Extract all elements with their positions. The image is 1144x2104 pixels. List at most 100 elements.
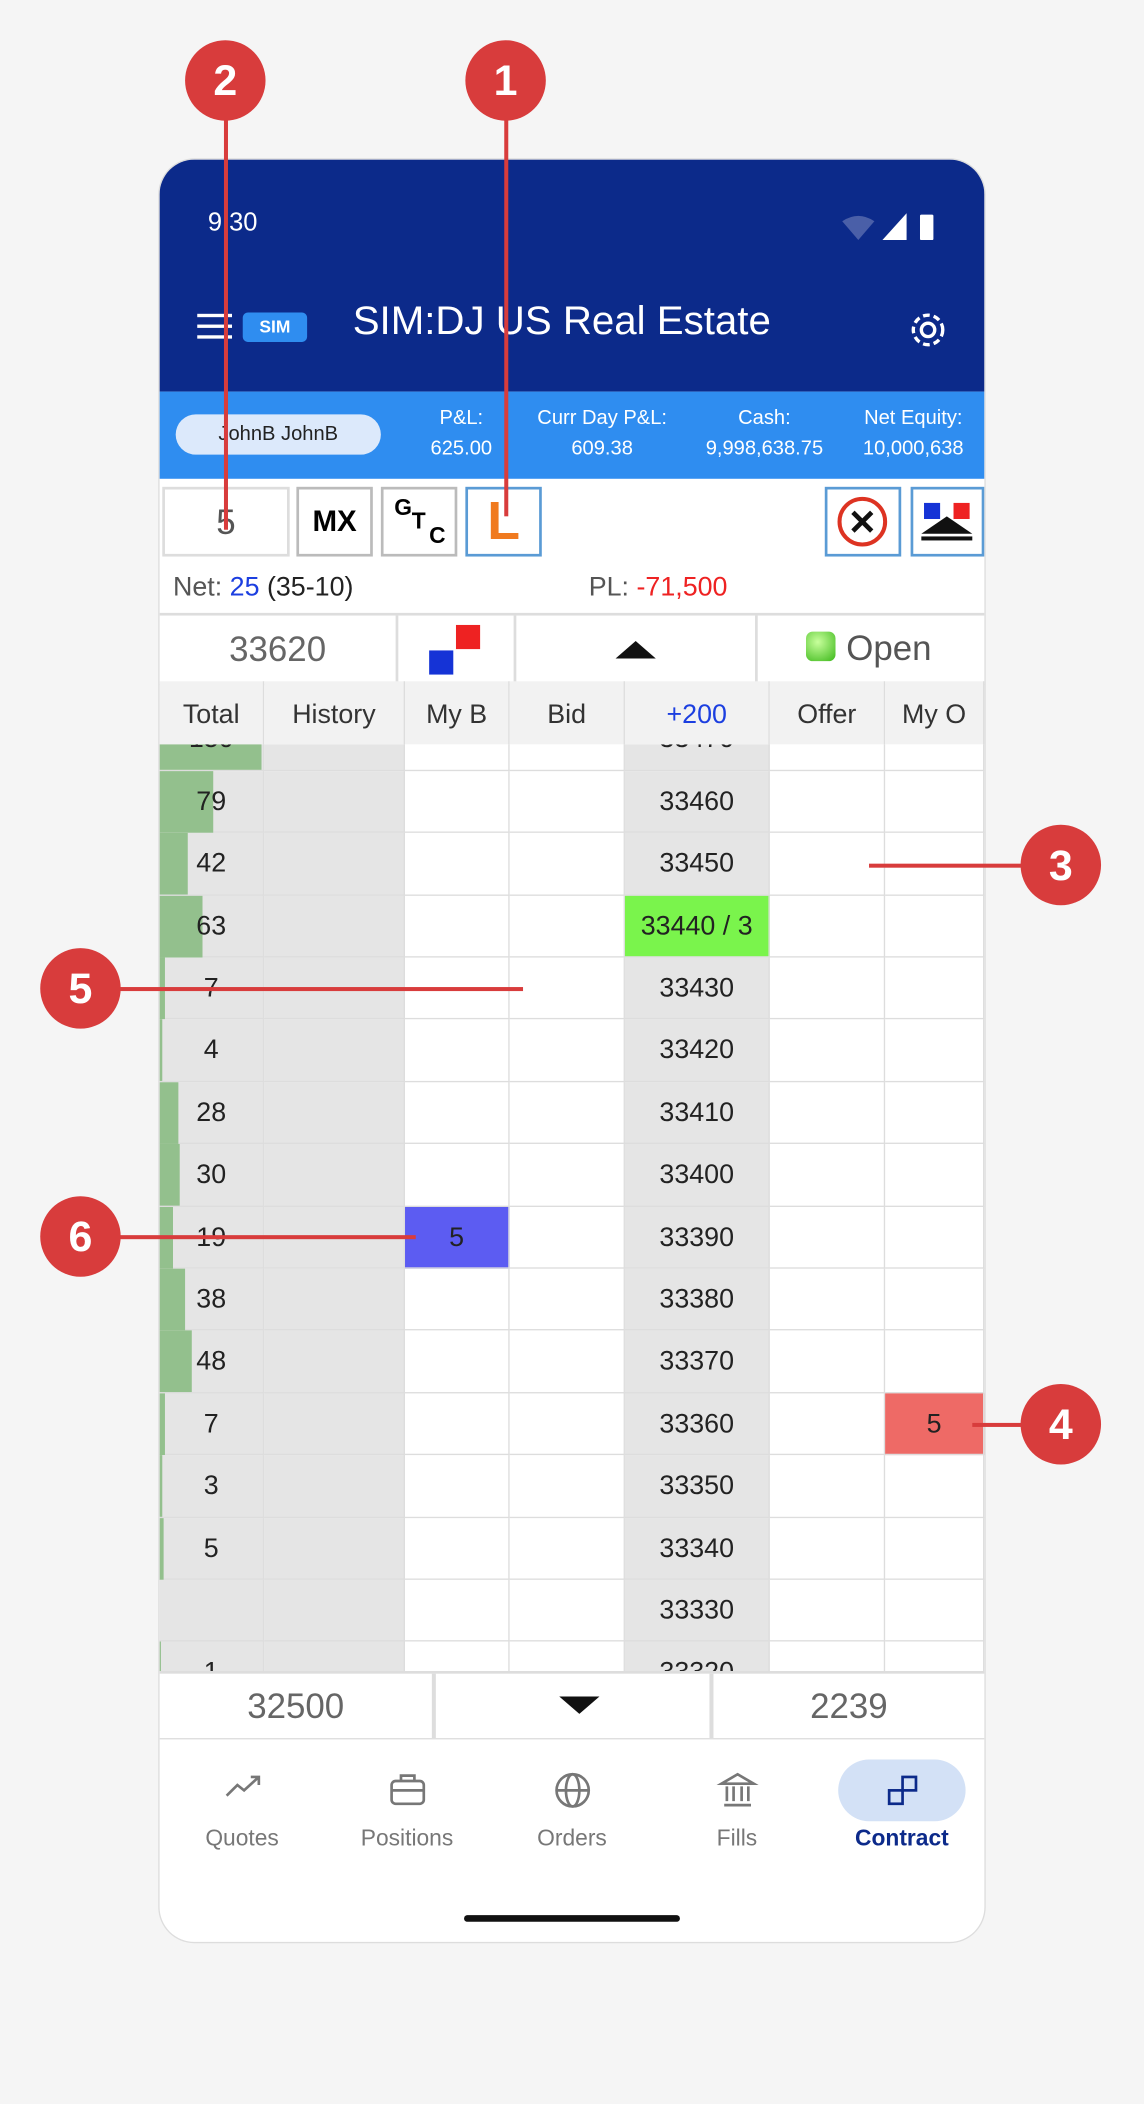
gtc-letter: G: [394, 494, 413, 521]
bid-cell[interactable]: [509, 744, 625, 771]
bid-cell[interactable]: [509, 1206, 625, 1269]
offer-cell[interactable]: [769, 744, 886, 771]
bid-cell[interactable]: [509, 770, 625, 834]
bid-cell[interactable]: [509, 1455, 625, 1518]
my-bid-cell[interactable]: [405, 1455, 510, 1518]
my-offer-cell[interactable]: [885, 1206, 985, 1269]
nav-label: Orders: [537, 1825, 607, 1851]
bid-cell[interactable]: [509, 1517, 625, 1580]
net-label: Net:: [173, 572, 223, 603]
menu-button[interactable]: [197, 311, 235, 341]
bid-cell[interactable]: [509, 1268, 625, 1331]
price-cell: 33460: [624, 770, 770, 834]
nav-tab[interactable]: Fills: [654, 1737, 819, 1852]
my-offer-cell[interactable]: [885, 1019, 985, 1082]
my-offer-cell[interactable]: [885, 1642, 985, 1672]
bid-cell[interactable]: [509, 1579, 625, 1643]
my-bid-cell[interactable]: [405, 833, 510, 896]
account-stat: Net Equity: 10,000,638: [841, 402, 984, 464]
my-bid-cell[interactable]: [405, 1081, 510, 1145]
price-cell: 33360: [624, 1393, 770, 1456]
offer-cell[interactable]: [769, 1455, 886, 1518]
ladder-row: 3 33350: [159, 1455, 985, 1518]
mx-button[interactable]: MX: [296, 486, 373, 557]
offer-cell[interactable]: [769, 1019, 886, 1082]
offer-cell[interactable]: [769, 1144, 886, 1207]
my-bid-cell[interactable]: [405, 744, 510, 771]
cancel-all-button[interactable]: [824, 486, 902, 557]
my-offer-cell[interactable]: [885, 1579, 985, 1643]
my-offer-cell[interactable]: [885, 957, 985, 1020]
ladder-row: 4 33420: [159, 1019, 985, 1082]
my-offer-cell[interactable]: [885, 770, 985, 834]
my-offer-cell[interactable]: [885, 1517, 985, 1580]
my-bid-cell[interactable]: [405, 895, 510, 958]
total-cell: [159, 1579, 265, 1643]
my-bid-cell[interactable]: [405, 1517, 510, 1580]
order-type-icon[interactable]: [428, 624, 482, 678]
scroll-down[interactable]: [436, 1673, 714, 1739]
offer-cell[interactable]: [769, 833, 886, 896]
offer-cell[interactable]: [770, 1642, 886, 1672]
pl-label: PL:: [588, 572, 630, 603]
bid-cell[interactable]: [509, 833, 625, 896]
my-bid-cell[interactable]: [405, 1144, 510, 1207]
my-bid-cell[interactable]: [405, 1019, 510, 1082]
my-offer-cell[interactable]: [885, 1330, 985, 1394]
nav-label: Contract: [855, 1825, 949, 1851]
nav-tab[interactable]: Orders: [490, 1737, 655, 1852]
my-offer-cell[interactable]: [885, 895, 985, 958]
offer-cell[interactable]: [769, 1517, 886, 1580]
offer-cell[interactable]: [769, 895, 886, 958]
nav-tab[interactable]: Quotes: [160, 1737, 325, 1852]
offer-cell[interactable]: [769, 957, 886, 1020]
nav-tab[interactable]: Contract: [819, 1737, 984, 1852]
offer-cell[interactable]: [769, 1206, 886, 1269]
my-bid-cell[interactable]: [405, 1268, 510, 1331]
my-offer-cell[interactable]: [885, 1455, 985, 1518]
my-offer-cell[interactable]: [885, 744, 985, 771]
bid-cell[interactable]: [509, 1144, 625, 1207]
my-offer-cell[interactable]: [885, 1144, 985, 1207]
my-bid-cell[interactable]: [405, 1642, 510, 1672]
callout-badge: 3: [1020, 824, 1102, 906]
bid-cell[interactable]: [509, 1019, 625, 1082]
price-cell: 33340: [624, 1517, 770, 1580]
nav-label: Fills: [716, 1825, 758, 1851]
column-header: My O: [885, 681, 985, 745]
my-bid-cell[interactable]: [405, 1330, 510, 1394]
flatten-button[interactable]: [910, 486, 985, 557]
my-bid-cell[interactable]: [405, 1393, 510, 1456]
stat-value: 9,998,638.75: [705, 437, 824, 460]
bid-cell[interactable]: [509, 1330, 625, 1394]
total-cell: 5: [159, 1517, 265, 1580]
offer-cell[interactable]: [769, 1393, 886, 1456]
top-row: 33620 Open: [159, 612, 985, 686]
bid-cell[interactable]: [509, 957, 625, 1020]
my-offer-cell[interactable]: [885, 1081, 985, 1145]
bid-cell[interactable]: [510, 1642, 625, 1672]
settings-button[interactable]: [907, 308, 950, 351]
gtc-button[interactable]: G T C: [380, 486, 458, 557]
bid-cell[interactable]: [509, 1081, 625, 1145]
my-bid-cell[interactable]: [405, 1579, 510, 1643]
nav-tab[interactable]: Positions: [325, 1737, 490, 1852]
offer-cell[interactable]: [769, 1268, 886, 1331]
offer-cell[interactable]: [769, 1330, 886, 1394]
offer-cell[interactable]: [769, 1579, 886, 1643]
nav-icon: [554, 1772, 590, 1808]
account-name[interactable]: JohnB JohnB: [175, 414, 381, 455]
volume-bar: [159, 895, 203, 958]
my-offer-cell[interactable]: [885, 1268, 985, 1331]
ladder-row: 1 33320: [159, 1642, 985, 1672]
history-cell: [264, 744, 406, 771]
offer-cell[interactable]: [769, 770, 886, 834]
offer-cell[interactable]: [769, 1081, 886, 1145]
column-header: +200: [624, 681, 770, 745]
my-bid-cell[interactable]: [405, 770, 510, 834]
scroll-up[interactable]: [513, 615, 758, 683]
bid-cell[interactable]: [509, 1393, 625, 1456]
bid-cell[interactable]: [509, 895, 625, 958]
my-bid-cell[interactable]: 5: [405, 1206, 510, 1269]
my-offer-cell[interactable]: 5: [885, 1393, 985, 1456]
